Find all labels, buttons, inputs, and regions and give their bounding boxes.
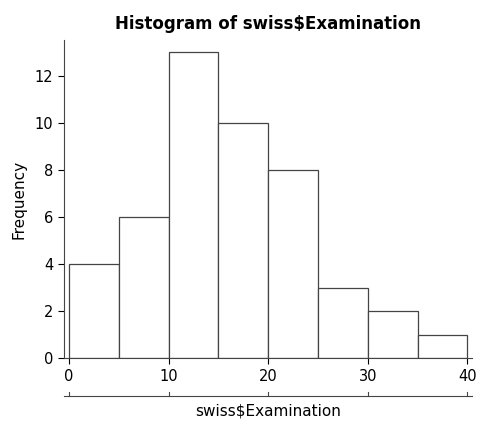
Bar xyxy=(318,288,368,358)
Title: Histogram of swiss$Examination: Histogram of swiss$Examination xyxy=(115,15,421,33)
Bar xyxy=(69,264,119,358)
Bar xyxy=(368,311,418,358)
Bar xyxy=(119,217,169,358)
Bar xyxy=(418,335,467,358)
Bar xyxy=(218,123,268,358)
Bar xyxy=(268,170,318,358)
Bar xyxy=(169,52,218,358)
Y-axis label: Frequency: Frequency xyxy=(12,160,27,239)
X-axis label: swiss$Examination: swiss$Examination xyxy=(195,403,341,418)
